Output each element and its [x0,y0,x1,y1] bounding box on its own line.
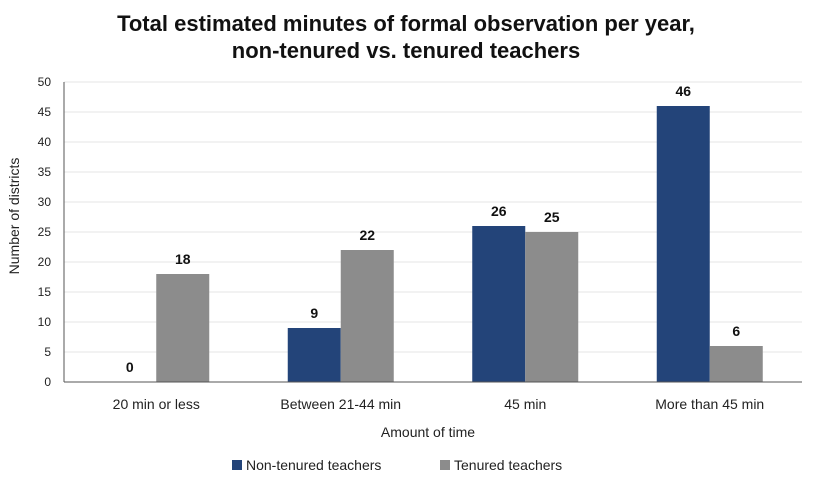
data-label: 46 [675,83,691,99]
x-tick-label: 45 min [504,396,546,412]
bar [709,346,763,382]
bar [340,250,394,382]
bar [287,328,341,382]
chart-title: Total estimated minutes of formal observ… [117,11,695,63]
bar [525,232,579,382]
x-tick-label: Between 21-44 min [280,396,401,412]
y-tick-label: 20 [38,255,52,269]
y-tick-label: 5 [44,345,51,359]
x-axis-title: Amount of time [381,424,475,440]
y-tick-label: 30 [38,195,52,209]
y-tick-label: 40 [38,135,52,149]
chart-title-line-1: Total estimated minutes of formal observ… [117,11,695,36]
y-tick-label: 45 [38,105,52,119]
data-labels: 0 18 9 22 26 25 46 6 [126,83,741,375]
bar [472,226,526,382]
legend-swatch [232,460,242,470]
bar [156,274,210,382]
data-label: 6 [732,323,740,339]
chart-title-line-2: non-tenured vs. tenured teachers [232,38,580,63]
y-tick-label: 35 [38,165,52,179]
data-label: 9 [310,305,318,321]
bars [156,106,763,382]
legend-swatch [440,460,450,470]
y-tick-label: 10 [38,315,52,329]
bar [656,106,710,382]
x-tick-label: More than 45 min [655,396,764,412]
data-label: 25 [544,209,560,225]
y-axis-title: Number of districts [6,158,22,275]
axes [63,82,802,383]
y-tick-label: 50 [38,75,52,89]
x-tick-label: 20 min or less [113,396,200,412]
legend-label: Tenured teachers [454,457,562,473]
data-label: 26 [491,203,507,219]
legend-label: Non-tenured teachers [246,457,381,473]
y-tick-label: 25 [38,225,52,239]
data-label: 22 [359,227,375,243]
y-axis-ticks: 0 5 10 15 20 25 30 35 40 45 50 [38,75,52,389]
y-tick-label: 0 [44,375,51,389]
data-label: 18 [175,251,191,267]
x-axis-categories: 20 min or less Between 21-44 min 45 min Mor… [113,396,765,412]
data-label: 0 [126,359,134,375]
legend: Non-tenured teachers Tenured teachers [232,457,562,473]
y-tick-label: 15 [38,285,52,299]
